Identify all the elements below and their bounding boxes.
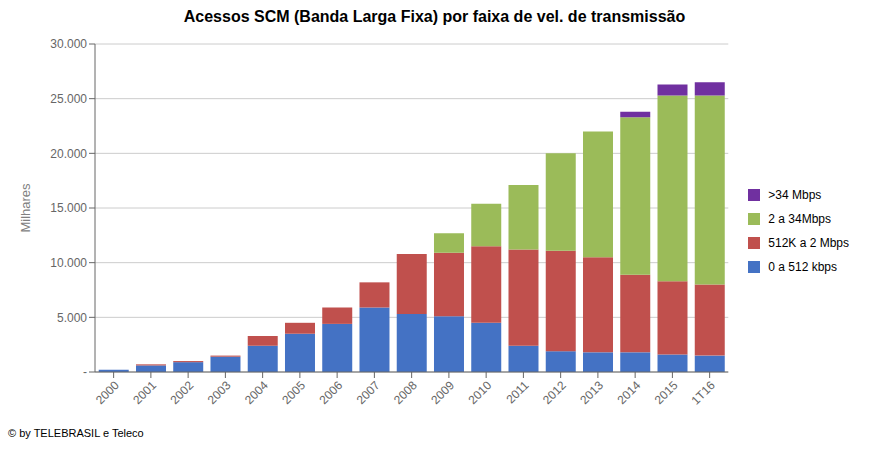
svg-text:2001: 2001 xyxy=(130,378,159,407)
svg-text:2011: 2011 xyxy=(503,378,531,406)
html-text:512K a 2 Mbps: 512K a 2 Mbps xyxy=(768,235,849,250)
svg-text:Milhares: Milhares xyxy=(18,183,33,233)
svg-text:2009: 2009 xyxy=(428,378,457,407)
svg-text:15.000: 15.000 xyxy=(50,201,87,215)
svg-text:25.000: 25.000 xyxy=(50,92,87,106)
svg-text:2008: 2008 xyxy=(391,378,420,407)
html-text:2 a 34Mbps: 2 a 34Mbps xyxy=(768,211,831,226)
svg-text:10.000: 10.000 xyxy=(50,256,87,270)
svg-text:1T16: 1T16 xyxy=(689,378,718,407)
svg-text:2010: 2010 xyxy=(466,378,495,407)
html-text:0 a 512 kbps: 0 a 512 kbps xyxy=(768,259,837,274)
svg-text:2007: 2007 xyxy=(354,378,383,407)
html-text:© by TELEBRASIL e Teleco: © by TELEBRASIL e Teleco xyxy=(8,427,144,439)
html-text:Acessos SCM (Banda Larga Fixa): Acessos SCM (Banda Larga Fixa) por faixa… xyxy=(183,8,686,25)
svg-text:2000: 2000 xyxy=(93,378,122,407)
svg-text:20.000: 20.000 xyxy=(50,147,87,161)
svg-text:2004: 2004 xyxy=(242,378,271,407)
svg-text:2006: 2006 xyxy=(317,378,346,407)
svg-text:2014: 2014 xyxy=(615,378,644,407)
html-text:>34 Mbps: >34 Mbps xyxy=(768,187,822,202)
svg-text:2002: 2002 xyxy=(167,378,196,407)
svg-text:2012: 2012 xyxy=(540,378,569,407)
svg-text:30.000: 30.000 xyxy=(50,37,87,51)
svg-text:2015: 2015 xyxy=(652,378,681,407)
svg-text:2005: 2005 xyxy=(279,378,308,407)
svg-text:5.000: 5.000 xyxy=(57,311,87,325)
svg-text:2003: 2003 xyxy=(205,378,234,407)
svg-text:-: - xyxy=(83,365,87,379)
svg-text:2013: 2013 xyxy=(577,378,606,407)
